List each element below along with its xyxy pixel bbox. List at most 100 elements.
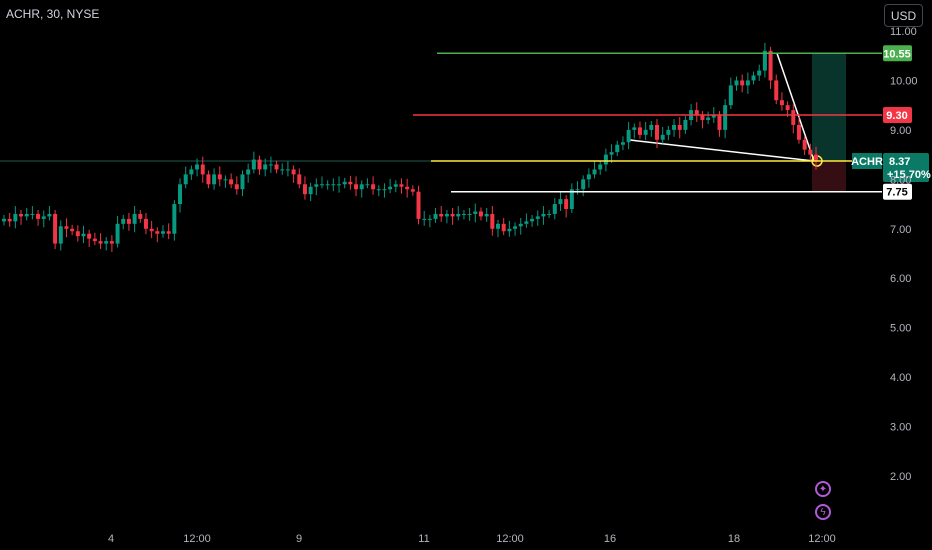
candle (109, 235, 114, 253)
candle-body (274, 164, 279, 170)
candle (637, 121, 642, 139)
candle (416, 185, 421, 225)
candle (541, 206, 546, 225)
candle-body (745, 80, 750, 86)
candle (461, 209, 466, 220)
candle (603, 148, 608, 172)
candle (620, 136, 625, 151)
candle-body (615, 144, 620, 153)
candle (530, 214, 535, 227)
candle (467, 208, 472, 221)
candle-body (734, 80, 739, 86)
candle-body (13, 213, 18, 222)
candle (524, 213, 529, 228)
candle-body (229, 179, 234, 185)
candle (643, 121, 648, 141)
candle-body (405, 186, 410, 190)
candle-body (586, 174, 591, 180)
candle-body (87, 233, 92, 239)
candle-body (30, 213, 35, 215)
candle-body (433, 213, 438, 219)
candle-body (473, 211, 478, 214)
candle-body (206, 174, 211, 185)
candle (291, 165, 296, 183)
candle (47, 206, 52, 221)
candle (791, 104, 796, 134)
candle (200, 156, 205, 183)
candle (212, 168, 217, 190)
x-tick-label: 16 (604, 533, 616, 545)
candle-body (490, 213, 495, 229)
candle (683, 116, 688, 134)
candle-body (518, 223, 523, 227)
symbol-tag-text: ACHR (851, 156, 883, 168)
trend-line-upper (776, 53, 815, 162)
level-label-text: 7.75 (886, 187, 907, 199)
candle-body (325, 184, 330, 186)
candle-body (575, 189, 580, 191)
candle-body (354, 184, 359, 190)
candle-body (711, 115, 716, 118)
candle-body (257, 159, 262, 170)
candle-body (785, 105, 790, 111)
candle (615, 140, 620, 157)
y-tick-label: 3.00 (890, 422, 911, 434)
candle-body (802, 139, 807, 150)
candle-body (422, 218, 427, 220)
flash-icon[interactable]: ✦ (815, 481, 831, 497)
candle-body (58, 226, 63, 244)
candle-body (814, 154, 818, 162)
candle-body (478, 211, 483, 217)
candle-body (535, 216, 540, 219)
candle-body (626, 129, 631, 143)
candle (178, 178, 183, 213)
candle (456, 206, 461, 221)
candle-body (598, 164, 603, 170)
candle (444, 209, 449, 224)
candle-body (808, 149, 813, 155)
flash-icon-2[interactable]: ϟ (815, 504, 831, 520)
candle (354, 176, 359, 197)
candle (774, 74, 779, 105)
symbol-title: ACHR, 30, NYSE (6, 7, 100, 21)
candle-body (36, 213, 41, 219)
candle-body (240, 174, 245, 190)
level-label-target: 10.55 (883, 45, 912, 62)
candle (257, 155, 262, 175)
candle (143, 212, 148, 235)
candle (348, 175, 353, 190)
candle (314, 178, 319, 196)
candle-body (280, 169, 285, 171)
candle-body (285, 169, 290, 171)
candle (677, 117, 682, 139)
level-label-support: 7.75 (883, 183, 912, 200)
candle (388, 178, 393, 194)
candle-body (541, 213, 546, 217)
candle (19, 209, 24, 225)
level-label-bg (883, 45, 912, 62)
candle (53, 209, 58, 250)
candle-body (53, 213, 58, 244)
candle (308, 182, 313, 202)
candle-body (632, 127, 637, 130)
candle (36, 209, 41, 226)
candle (422, 210, 427, 226)
candle-body (660, 134, 665, 140)
candle-body (24, 213, 29, 217)
candle (632, 123, 637, 139)
candle-body (81, 233, 86, 237)
candle (672, 119, 677, 137)
candle-body (109, 241, 114, 244)
candle-body (467, 213, 472, 215)
candle (586, 168, 591, 188)
candle-body (7, 218, 12, 222)
candle-body (297, 174, 302, 185)
candle-body (382, 189, 387, 191)
candle (433, 208, 438, 223)
candle (246, 163, 251, 183)
candle (581, 175, 586, 197)
candle (115, 215, 120, 248)
candle-body (251, 159, 256, 170)
currency-button[interactable]: USD (884, 4, 923, 27)
